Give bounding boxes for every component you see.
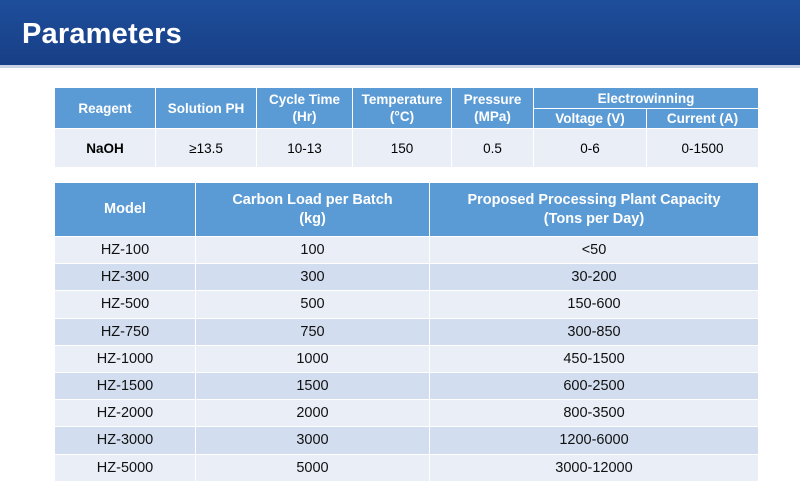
parameters-table: Reagent Solution PH Cycle Time (Hr) Temp… [54, 87, 760, 168]
header-cycle-time: Cycle Time (Hr) [256, 87, 353, 129]
cell-capacity: <50 [429, 236, 759, 265]
header-voltage: Voltage (V) [533, 108, 647, 129]
cell-model: HZ-100 [54, 236, 196, 265]
cell-load: 5000 [195, 454, 430, 482]
models-table: Model Carbon Load per Batch (kg) Propose… [54, 182, 759, 482]
header-carbon-load-line2: (kg) [299, 210, 326, 227]
header-temperature: Temperature (°C) [352, 87, 452, 129]
cell-capacity: 150-600 [429, 290, 759, 319]
cell-pressure: 0.5 [451, 128, 534, 168]
cell-model: HZ-1000 [54, 345, 196, 373]
header-carbon-load-line1: Carbon Load per Batch [232, 191, 393, 208]
header-solution-ph: Solution PH [155, 87, 257, 129]
header-cycle-time-line1: Cycle Time [268, 92, 341, 107]
cell-capacity: 3000-12000 [429, 454, 759, 482]
cell-temperature: 150 [352, 128, 452, 168]
cell-current: 0-1500 [645, 128, 760, 168]
table-row: HZ-750 750 300-850 [54, 318, 759, 346]
cell-capacity: 300-850 [429, 318, 759, 346]
cell-load: 100 [195, 236, 430, 265]
table-row: HZ-300 300 30-200 [54, 263, 759, 292]
cell-model: HZ-500 [54, 290, 196, 319]
header-cycle-time-line2: (Hr) [292, 109, 317, 124]
header-temperature-line1: Temperature [361, 92, 443, 107]
cell-model: HZ-3000 [54, 426, 196, 455]
cell-load: 3000 [195, 426, 430, 455]
cell-capacity: 1200-6000 [429, 426, 759, 455]
table-row: HZ-500 500 150-600 [54, 290, 759, 319]
cell-model: HZ-5000 [54, 454, 196, 482]
cell-load: 750 [195, 318, 430, 346]
header-pressure-line1: Pressure [463, 92, 522, 107]
cell-load: 2000 [195, 399, 430, 428]
header-pressure: Pressure (MPa) [451, 87, 534, 129]
cell-load: 500 [195, 290, 430, 319]
table-row: HZ-2000 2000 800-3500 [54, 399, 759, 428]
cell-load: 1500 [195, 372, 430, 401]
table-row: HZ-5000 5000 3000-12000 [54, 454, 759, 482]
header-pressure-line2: (MPa) [474, 109, 511, 124]
header-temperature-line2: (°C) [389, 109, 415, 124]
header-capacity: Proposed Processing Plant Capacity (Tons… [429, 182, 759, 237]
table-row: HZ-100 100 <50 [54, 236, 759, 265]
header-reagent: Reagent [54, 87, 156, 129]
cell-reagent: NaOH [54, 128, 156, 168]
cell-solution-ph: ≥13.5 [155, 128, 257, 168]
header-capacity-line2: (Tons per Day) [543, 210, 645, 227]
cell-model: HZ-750 [54, 318, 196, 346]
header-capacity-line1: Proposed Processing Plant Capacity [467, 191, 721, 208]
cell-cycle-time: 10-13 [256, 128, 353, 168]
cell-capacity: 450-1500 [429, 345, 759, 373]
cell-capacity: 30-200 [429, 263, 759, 292]
header-electrowinning: Electrowinning [532, 87, 760, 109]
table-row: HZ-1000 1000 450-1500 [54, 345, 759, 373]
cell-capacity: 600-2500 [429, 372, 759, 401]
table-row: NaOH ≥13.5 10-13 150 0.5 0-6 0-1500 [54, 128, 760, 168]
header-model: Model [54, 182, 196, 237]
cell-model: HZ-2000 [54, 399, 196, 428]
table-row: HZ-1500 1500 600-2500 [54, 372, 759, 401]
header-carbon-load: Carbon Load per Batch (kg) [195, 182, 430, 237]
cell-model: HZ-1500 [54, 372, 196, 401]
cell-voltage: 0-6 [533, 128, 647, 168]
cell-load: 1000 [195, 345, 430, 373]
cell-capacity: 800-3500 [429, 399, 759, 428]
page-title: Parameters [22, 18, 182, 50]
cell-model: HZ-300 [54, 263, 196, 292]
header-current: Current (A) [645, 108, 760, 129]
title-banner: Parameters [0, 0, 800, 68]
cell-load: 300 [195, 263, 430, 292]
table-row: HZ-3000 3000 1200-6000 [54, 426, 759, 455]
